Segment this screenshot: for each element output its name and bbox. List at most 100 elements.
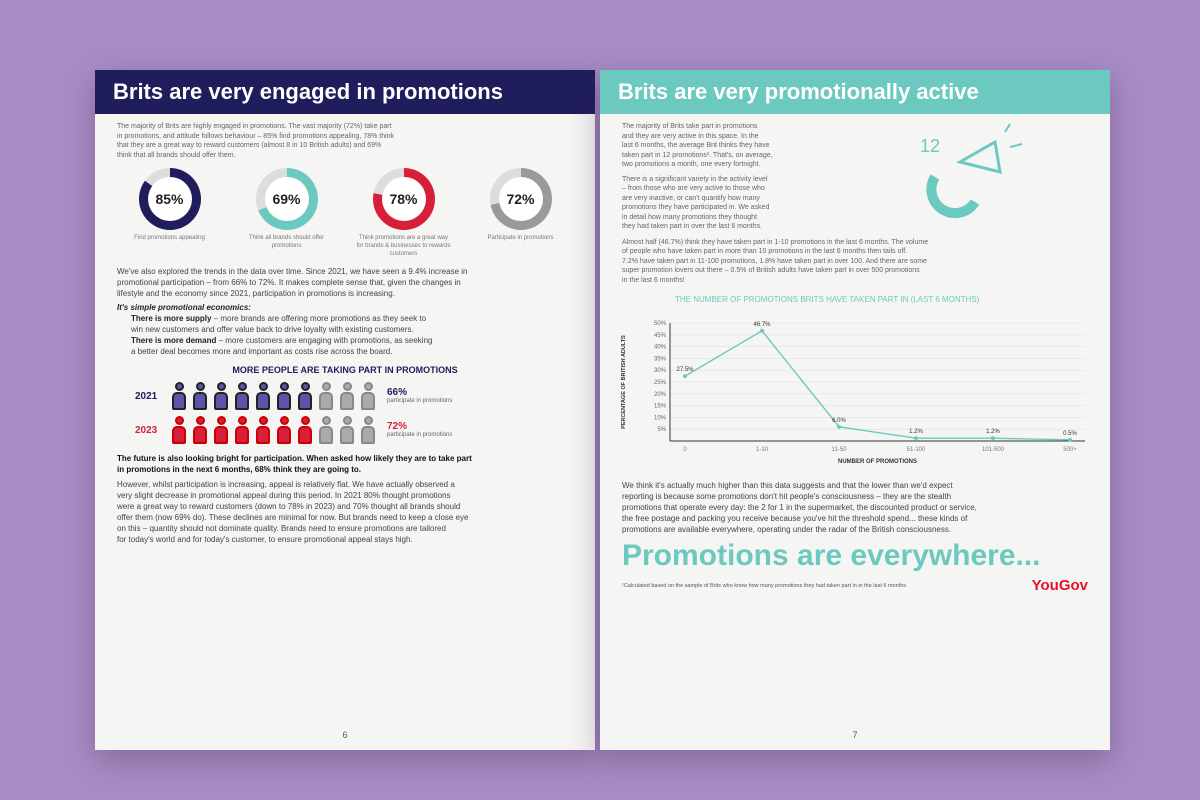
page-number: 6 [342,730,348,740]
y-tick-label: 40% [654,345,667,351]
data-point [991,436,995,441]
person-icon [297,416,313,444]
person-icon [360,416,376,444]
data-label: 1.2% [909,429,923,435]
yougov-logo: YouGov [1031,577,1088,594]
x-axis-label: NUMBER OF PROMOTIONS [838,459,917,465]
future-text: The future is also looking bright for pa… [117,454,472,474]
x-tick-label: 51-100 [907,447,926,453]
stat-caption: Think all brands should offer promotions [248,235,325,249]
infographic-title: MORE PEOPLE ARE TAKING PART IN PROMOTION… [232,365,458,375]
person-icon [213,382,229,410]
footer-row: ¹Calculated based on the sample of Brits… [600,573,1110,594]
person-icon [171,416,187,444]
person-icon [234,382,250,410]
x-tick-label: 500+ [1063,447,1077,453]
person-icon [339,382,355,410]
footnote: ¹Calculated based on the sample of Brits… [622,582,907,589]
row-label: participate in promotions [387,398,453,404]
stat-ring: 69% [255,168,318,230]
chart-title: THE NUMBER OF PROMOTIONS BRITS HAVE TAKE… [675,295,980,304]
y-tick-label: 15% [654,404,667,410]
person-icon [213,416,229,444]
person-icon [318,416,334,444]
y-axis-label: PERCENTAGE OF BRITISH ADULTS [621,335,627,429]
left-page-title: Brits are very engaged in promotions [95,70,595,114]
data-label: 27.5% [676,367,694,373]
series-line [684,329,1071,441]
intro-row: The majority of Brits take part in promo… [600,122,1110,232]
data-point [914,436,918,441]
right-page-title: Brits are very promotionally active [600,70,1110,114]
data-point [1068,437,1072,442]
data-label: 0.5% [1063,431,1077,437]
person-icon [297,382,313,410]
person-icon [276,416,292,444]
stat-item: 69% Think all brands should offer promoti… [239,168,334,258]
stat-ring: 85% [138,168,201,230]
stat-caption: Think promotions are a great way for bra… [356,235,451,257]
headline: Promotions are everywhere... [622,539,1041,572]
right-intro: The majority of Brits take part in promo… [622,123,773,230]
data-label: 6.0% [832,418,846,424]
left-intro: The majority of Brits are highly engaged… [117,123,395,159]
stat-ring: 72% [489,168,552,230]
stat-caption: Find promotions appealing [134,235,205,241]
megaphone-magnet-icon: 12 [920,123,1023,219]
person-icon [360,382,376,410]
people-infographic: 2021 66% participate in promotions 2023 72% p… [95,379,595,447]
stat-caption: Participate in promotions [487,235,554,241]
y-tick-label: 5% [657,427,666,433]
person-icon [318,382,334,410]
person-icon [339,416,355,444]
row-value: 66% [387,387,408,398]
x-tick-label: 11-50 [832,447,848,453]
icon-number: 12 [920,136,940,156]
person-icon [234,416,250,444]
stat-value: 69% [264,177,309,221]
right-page: Brits are very promotionally active The … [600,70,1110,750]
stat-item: 78% Think promotions are a great way for … [356,168,451,258]
y-tick-label: 25% [654,380,667,386]
stat-rings: 85% Find promotions appealing 69% Think all… [95,160,595,262]
person-icon [171,382,187,410]
stat-value: 78% [381,177,426,221]
data-label: 1.2% [986,429,1000,435]
y-tick-label: 50% [654,321,667,327]
person-icon [192,382,208,410]
data-label: 46.7% [753,322,771,328]
stat-ring: 78% [372,168,435,230]
x-tick-label: 101-500 [982,447,1005,453]
row-value: 72% [387,421,408,432]
y-tick-label: 20% [654,392,667,398]
stat-value: 85% [147,177,192,221]
x-tick-label: 1-10 [756,447,769,453]
left-page: Brits are very engaged in promotions The… [95,70,595,750]
data-point [683,374,687,379]
stat-item: 85% Find promotions appealing [122,168,217,258]
row-year: 2021 [135,390,158,402]
row-year: 2023 [135,424,158,436]
person-icon [255,416,271,444]
person-icon [276,382,292,410]
closing-text: However, whilst participation is increas… [117,480,469,544]
people-row: 2023 72% participate in promotions [95,413,595,447]
after-chart-text: We think it's actually much higher than … [622,481,977,534]
stat-value: 72% [498,177,543,221]
data-point [760,328,764,333]
stat-item: 72% Participate in promotions [473,168,568,258]
person-icon [192,416,208,444]
row-label: participate in promotions [387,432,453,438]
y-tick-label: 30% [654,368,667,374]
person-icon [255,382,271,410]
y-tick-label: 35% [654,356,667,362]
y-tick-label: 45% [654,333,667,339]
almost-half-text: Almost half (46.7%) think they have take… [622,238,929,284]
y-tick-label: 10% [654,415,667,421]
data-point [837,424,841,429]
page-number: 7 [852,730,858,740]
people-row: 2021 66% participate in promotions [95,379,595,413]
trends-text: We've also explored the trends in the da… [117,267,468,356]
promotions-line-chart: THE NUMBER OF PROMOTIONS BRITS HAVE TAKE… [621,295,1085,465]
x-tick-label: 0 [683,447,687,453]
